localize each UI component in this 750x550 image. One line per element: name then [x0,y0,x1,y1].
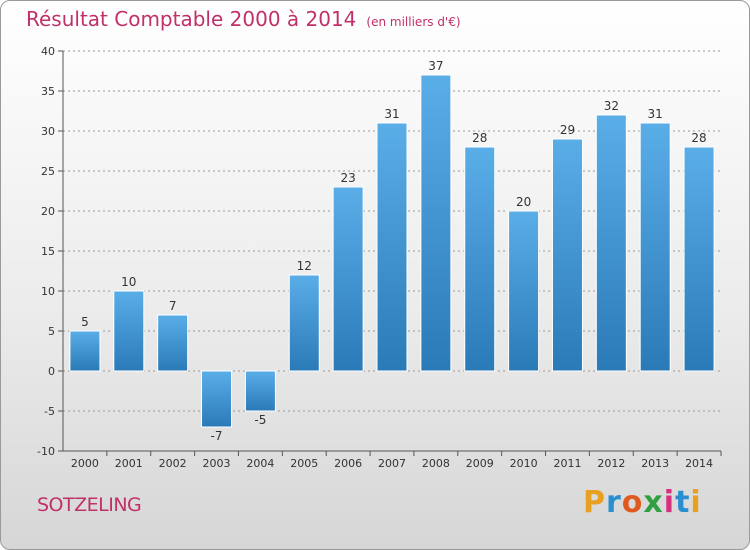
data-label: 20 [516,195,531,209]
y-tick-label: 30 [41,125,55,138]
x-tick-label: 2000 [71,457,99,470]
bar [244,370,276,412]
y-tick-label: 25 [41,165,55,178]
data-label: 37 [428,59,443,73]
logo-letter: o [621,485,644,520]
data-label: 23 [340,171,355,185]
bar [595,114,627,372]
y-tick-label: 0 [48,365,55,378]
logo-letter: i [690,485,702,520]
y-tick-label: 10 [41,285,55,298]
logo-letter: t [675,485,691,520]
y-tick-label: -10 [37,445,55,458]
bar [376,122,408,372]
bar [288,274,320,372]
x-tick-label: 2013 [641,457,669,470]
data-label: 12 [297,259,312,273]
logo-letter: i [663,485,676,520]
data-label: 28 [472,131,487,145]
x-tick-label: 2008 [422,457,450,470]
x-tick-label: 2014 [685,457,713,470]
y-tick-label: 35 [41,85,55,98]
x-tick-label: 2012 [597,457,625,470]
bar [420,74,452,372]
x-tick-label: 2007 [378,457,406,470]
data-label: 28 [691,131,706,145]
bar [508,210,540,372]
logo-letter: r [606,485,622,520]
data-label: 10 [121,275,136,289]
x-tick-label: 2010 [510,457,538,470]
bar [464,146,496,372]
data-label: 29 [560,123,575,137]
bar [113,290,145,372]
data-label: -7 [211,429,223,443]
y-tick-label: 5 [48,325,55,338]
bar [683,146,715,372]
chart-title-text: Résultat Comptable 2000 à 2014 [26,7,357,31]
x-tick-label: 2009 [466,457,494,470]
data-label: 7 [169,299,177,313]
bar [157,314,189,372]
bar [69,330,101,372]
data-label: 31 [648,107,663,121]
bar [639,122,671,372]
bar [332,186,364,372]
x-tick-label: 2002 [159,457,187,470]
proxiti-logo: Proxiti [583,485,702,520]
data-label: -5 [254,413,266,427]
chart-unit: (en milliers d'€) [366,15,461,29]
bar [201,370,233,428]
x-tick-label: 2011 [553,457,581,470]
data-label: 31 [384,107,399,121]
data-label: 32 [604,99,619,113]
y-tick-label: 15 [41,245,55,258]
logo-letter: x [643,485,664,520]
logo-letter: P [583,485,606,520]
commune-name: SOTZELING [37,494,142,516]
data-label: 5 [81,315,89,329]
x-tick-label: 2001 [115,457,143,470]
bar [551,138,583,372]
y-tick-label: 40 [41,45,55,58]
y-tick-label: -5 [44,405,55,418]
x-tick-label: 2006 [334,457,362,470]
chart-title: Résultat Comptable 2000 à 2014 (en millie… [26,7,461,31]
y-tick-label: 20 [41,205,55,218]
x-tick-label: 2004 [246,457,274,470]
x-tick-label: 2003 [203,457,231,470]
x-tick-label: 2005 [290,457,318,470]
